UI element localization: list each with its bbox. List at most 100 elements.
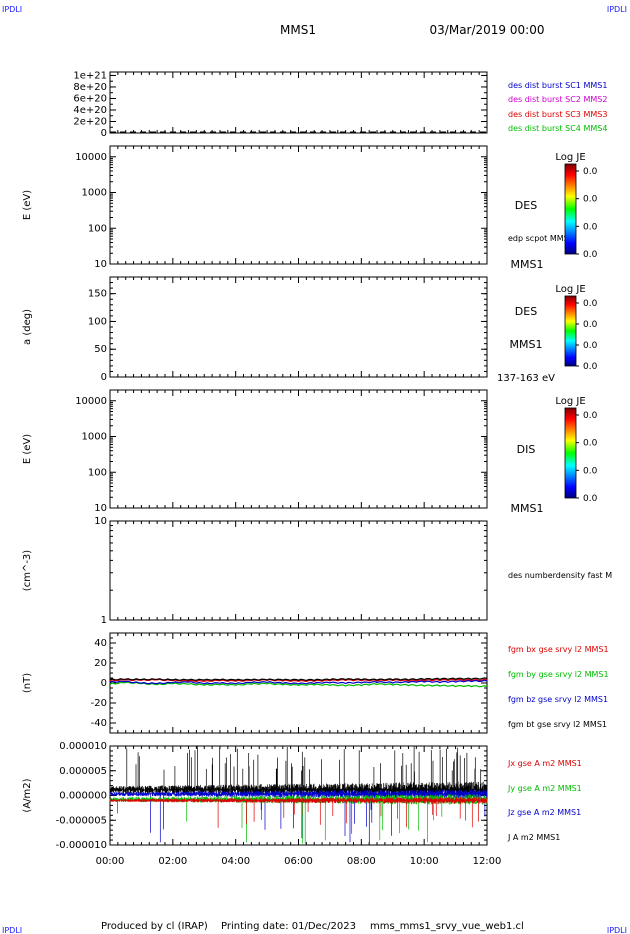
series-line (109, 678, 488, 683)
y-axis-label: (nT) (22, 673, 33, 693)
colorbar-des-pitch (564, 295, 577, 367)
x-tick-label: 08:00 (347, 856, 376, 867)
y-tick-label: 10 (94, 516, 107, 527)
y-tick-label: 150 (88, 289, 107, 300)
colorbar-tick-label: 0.0 (583, 494, 598, 504)
colorbar-tick-label: 0.0 (583, 195, 598, 205)
y-tick-label: 1000 (82, 432, 107, 443)
panel-frame-density (109, 520, 488, 621)
x-tick-label: 06:00 (284, 856, 313, 867)
y-tick-label: 0 (101, 128, 107, 139)
y-tick-label: 1e+21 (73, 70, 107, 81)
y-tick-label: 20 (94, 658, 107, 669)
panel-frame-des-energy (109, 145, 488, 265)
energy-range-label: 137-163 eV (497, 373, 555, 384)
y-axis-label: (cm^-3) (22, 550, 33, 591)
x-tick-label: 12:00 (473, 856, 502, 867)
series-line (109, 681, 488, 688)
colorbar-tick-label: 0.0 (583, 341, 598, 351)
density-label: des numberdensity fast M (508, 571, 612, 580)
colorbar-tick-label: 0.0 (583, 299, 598, 309)
y-tick-label: 6e+20 (73, 93, 107, 104)
legend-entry: Jy gse A m2 MMS1 (507, 784, 582, 793)
x-tick-label: 10:00 (410, 856, 439, 867)
colorbar-tick-label: 0.0 (583, 250, 598, 260)
y-tick-label: 10 (94, 259, 107, 270)
y-tick-label: 0 (101, 678, 107, 689)
y-tick-label: 2e+20 (73, 116, 107, 127)
instrument-label: DIS (517, 443, 536, 456)
colorbar-tick-label: 0.0 (583, 222, 598, 232)
colorbar-des-energy (564, 163, 577, 255)
y-axis-label: a (deg) (22, 309, 33, 345)
colorbar-tick-label: 0.0 (583, 466, 598, 476)
y-tick-label: 10000 (75, 152, 107, 163)
colorbar-tick-label: 0.0 (583, 411, 598, 421)
x-tick-label: 04:00 (221, 856, 250, 867)
y-tick-label: 1 (101, 615, 107, 626)
colorbar-title: Log JE (555, 284, 585, 295)
legend-entry: fgm bz gse srvy l2 MMS1 (508, 695, 608, 704)
panel-frame-dis-energy (109, 389, 488, 509)
corner-label-top-left: IPDLI (2, 5, 22, 14)
edp-label: edp scpot MMS1 (508, 234, 574, 243)
series-line (109, 797, 488, 834)
y-tick-label: -0.000005 (56, 815, 107, 826)
colorbar-tick-label: 0.0 (583, 362, 598, 372)
y-tick-label: 100 (88, 467, 107, 478)
spacecraft-label: MMS1 (511, 258, 544, 271)
colorbar-dis-energy (564, 407, 577, 499)
corner-label-top-right: IPDLI (607, 5, 627, 14)
x-tick-label: 00:00 (96, 856, 125, 867)
instrument-label: DES (515, 305, 537, 318)
y-axis-label: E (eV) (22, 190, 33, 220)
spacecraft-label: MMS1 (511, 502, 544, 515)
colorbar-title: Log JE (555, 396, 585, 407)
colorbar-title: Log JE (555, 152, 585, 163)
series-line (109, 789, 488, 843)
legend-entry: fgm bt gse srvy l2 MMS1 (508, 720, 607, 729)
y-tick-label: 1000 (82, 188, 107, 199)
panel-frame-des-pitch (109, 276, 488, 378)
y-tick-label: 10 (94, 503, 107, 514)
y-tick-label: 4e+20 (73, 105, 107, 116)
footer-printing-date: Printing date: 01/Dec/2023 (221, 921, 356, 932)
series-line (109, 746, 488, 798)
legend-entry: des dist burst SC2 MMS2 (508, 95, 607, 104)
corner-label-bottom-right: IPDLI (607, 926, 627, 934)
x-tick-label: 02:00 (158, 856, 187, 867)
y-tick-label: 0.000005 (59, 766, 107, 777)
colorbar-tick-label: 0.0 (583, 320, 598, 330)
y-tick-label: 40 (94, 638, 107, 649)
y-tick-label: -40 (91, 718, 107, 729)
panel-frame-dist-burst (109, 71, 488, 134)
legend-entry: des dist burst SC4 MMS4 (508, 124, 607, 133)
legend-entry: fgm bx gse srvy l2 MMS1 (508, 645, 609, 654)
footer-file-name: mms_mms1_srvy_vue_web1.cl (370, 921, 524, 932)
legend-entry: Jx gse A m2 MMS1 (507, 759, 582, 768)
y-tick-label: 0.000010 (59, 741, 107, 752)
spacecraft-label: MMS1 (510, 338, 543, 351)
footer-produced-by: Produced by cl (IRAP) (101, 921, 208, 932)
y-tick-label: 8e+20 (73, 82, 107, 93)
legend-entry: Jz gse A m2 MMS1 (507, 808, 581, 817)
legend-entry: fgm by gse srvy l2 MMS1 (508, 670, 609, 679)
y-tick-label: -0.000010 (56, 840, 107, 851)
y-tick-label: 0.000000 (59, 791, 107, 802)
y-tick-label: 10000 (75, 396, 107, 407)
header-spacecraft: MMS1 (280, 23, 316, 37)
instrument-label: DES (515, 199, 537, 212)
series-line (109, 677, 488, 682)
y-tick-label: 0 (101, 372, 107, 383)
legend-entry: des dist burst SC3 MMS3 (508, 110, 607, 119)
header-date: 03/Mar/2019 00:00 (430, 23, 545, 37)
legend-entry: des dist burst SC1 MMS1 (508, 81, 607, 90)
y-axis-label: E (eV) (22, 434, 33, 464)
colorbar-tick-label: 0.0 (583, 167, 598, 177)
y-axis-label: (A/m2) (22, 778, 33, 812)
colorbar-tick-label: 0.0 (583, 439, 598, 449)
y-tick-label: -20 (91, 698, 107, 709)
legend-entry: J A m2 MMS1 (507, 833, 560, 842)
corner-label-bottom-left: IPDLI (2, 926, 22, 934)
y-tick-label: 50 (94, 344, 107, 355)
